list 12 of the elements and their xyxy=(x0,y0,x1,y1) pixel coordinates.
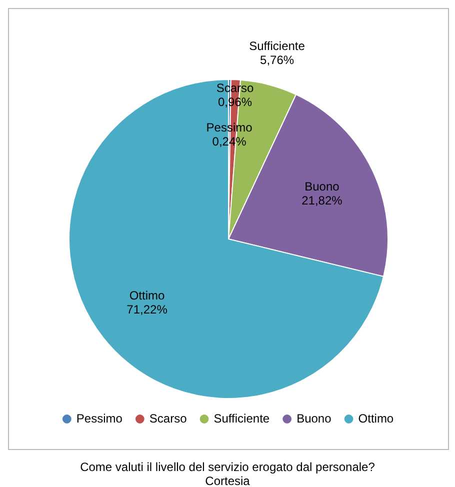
legend-label: Scarso xyxy=(149,411,188,426)
data-label: 21,82% xyxy=(302,193,343,208)
slice-label: Sufficiente xyxy=(249,39,306,54)
slice-label: Ottimo xyxy=(129,288,166,302)
data-label: 71,22% xyxy=(126,302,168,316)
legend-label: Sufficiente xyxy=(214,411,270,426)
text: Come valuti il livello del servizio erogato dal personale? Cortesia xyxy=(79,460,376,487)
slice-label: Buono xyxy=(304,179,340,194)
legend-label: Ottimo xyxy=(358,411,394,426)
data-label: 5,76% xyxy=(260,53,294,68)
legend-label: Buono xyxy=(296,411,332,426)
legend-label: Pessimo xyxy=(76,411,123,426)
